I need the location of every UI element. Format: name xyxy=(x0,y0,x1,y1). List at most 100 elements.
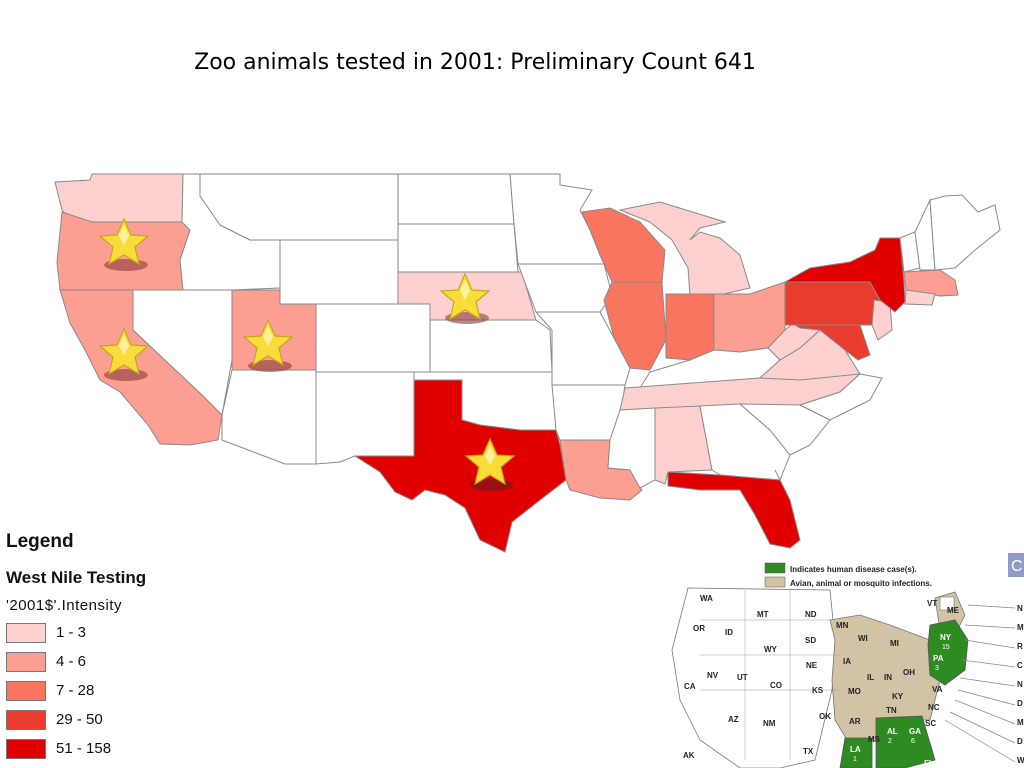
state-wy xyxy=(279,239,399,305)
legend-item: 51 - 158 xyxy=(6,734,226,763)
map-title: Zoo animals tested in 2001: Preliminary … xyxy=(194,50,756,75)
legend-item: 1 - 3 xyxy=(6,618,226,647)
inset-side-label: N xyxy=(1017,604,1023,613)
inset-side-label: D xyxy=(1017,737,1023,746)
legend-label: 29 - 50 xyxy=(56,711,103,728)
state-il xyxy=(603,281,667,371)
star-icon xyxy=(464,437,516,491)
star-icon xyxy=(98,327,150,381)
state-ia xyxy=(517,263,613,313)
state-ny xyxy=(783,237,906,313)
state-co xyxy=(315,303,431,373)
inset-side-label: D xyxy=(1017,699,1023,708)
state-me xyxy=(929,194,1001,271)
inset-state-label: WA xyxy=(700,594,713,603)
inset-state-label: CA xyxy=(684,682,696,691)
inset-state-label: TN xyxy=(886,706,897,715)
legend-swatch xyxy=(6,738,46,759)
state-nc xyxy=(798,373,883,421)
inset-state-label: MT xyxy=(757,610,769,619)
state-sd xyxy=(397,223,519,273)
inset-state-label: MN xyxy=(836,621,849,630)
inset-state-label: UT xyxy=(737,673,748,682)
inset-state-label: FL xyxy=(924,759,934,768)
legend-label: 7 - 28 xyxy=(56,682,95,699)
inset-side-label: M xyxy=(1017,718,1024,727)
inset-case-count: 2 xyxy=(888,738,892,745)
inset-state-label: VT xyxy=(927,599,937,608)
inset-state-label: KS xyxy=(812,686,824,695)
inset-state-label: OH xyxy=(903,668,915,677)
state-fl xyxy=(667,469,801,549)
inset-state-label: NC xyxy=(928,703,940,712)
legend-label: 1 - 3 xyxy=(56,624,87,641)
inset-state-label: NY xyxy=(940,633,952,642)
inset-green-ny xyxy=(927,619,969,686)
inset-state-label: MO xyxy=(848,687,861,696)
legend-heading: Legend xyxy=(6,531,74,552)
inset-state-label: IL xyxy=(867,673,874,682)
inset-state-label: ME xyxy=(947,606,960,615)
inset-state-label: NV xyxy=(707,671,719,680)
inset-side-label: W xyxy=(1017,756,1024,765)
inset-state-label: KY xyxy=(892,692,904,701)
inset-case-count: 15 xyxy=(942,644,950,651)
inset-state-label: AK xyxy=(683,751,695,760)
legend-field-name: '2001$'.Intensity xyxy=(6,597,122,614)
inset-state-label: IN xyxy=(884,673,892,682)
inset-side-label: N xyxy=(1017,680,1023,689)
inset-legend-avian: Avian, animal or mosquito infections. xyxy=(790,579,932,588)
legend-swatch xyxy=(6,622,46,643)
inset-side-label: C xyxy=(1017,661,1023,670)
state-mo xyxy=(534,311,631,386)
inset-state-label: SD xyxy=(805,636,816,645)
inset-state-label: IA xyxy=(843,657,851,666)
legend-swatch xyxy=(6,680,46,701)
star-icon xyxy=(439,272,491,324)
inset-state-label: NM xyxy=(763,719,776,728)
star-icon xyxy=(98,217,150,271)
state-md xyxy=(793,324,871,361)
legend-label: 4 - 6 xyxy=(56,653,87,670)
state-nm xyxy=(315,371,415,465)
state-ct xyxy=(904,289,936,306)
inset-side-label: R xyxy=(1017,642,1023,651)
state-nd xyxy=(397,173,515,225)
inset-state-label: MI xyxy=(890,639,899,648)
state-tx xyxy=(353,379,567,553)
inset-state-label: MS xyxy=(868,735,881,744)
inset-map: Indicates human disease case(s). Avian, … xyxy=(671,553,1024,768)
inset-case-count: 1 xyxy=(853,756,857,763)
legend-item: 4 - 6 xyxy=(6,647,226,676)
inset-state-label: VA xyxy=(932,685,943,694)
inset-corner-text: C xyxy=(1011,558,1023,575)
state-mt xyxy=(199,173,399,241)
inset-state-label: GA xyxy=(909,727,921,736)
star-icon xyxy=(242,318,294,372)
inset-state-label: WI xyxy=(858,634,868,643)
inset-legend-human: Indicates human disease case(s). xyxy=(790,565,917,574)
inset-state-label: AL xyxy=(887,727,898,736)
legend-panel: Legend West Nile Testing '2001$'.Intensi… xyxy=(6,528,226,763)
inset-side-label: M xyxy=(1017,623,1024,632)
inset-state-label: PA xyxy=(933,654,944,663)
legend-item: 7 - 28 xyxy=(6,676,226,705)
inset-case-count: 3 xyxy=(935,665,939,672)
inset-state-label: AZ xyxy=(728,715,739,724)
legend-layer-name: West Nile Testing xyxy=(6,568,147,587)
inset-state-label: TX xyxy=(803,747,814,756)
inset-state-label: OR xyxy=(693,624,705,633)
inset-state-label: ID xyxy=(725,628,733,637)
inset-state-label: ND xyxy=(805,610,817,619)
inset-state-label: AR xyxy=(849,717,861,726)
inset-green-al xyxy=(875,715,936,768)
inset-state-label: SC xyxy=(925,719,936,728)
legend-swatch xyxy=(6,709,46,730)
inset-green-la xyxy=(839,737,873,768)
legend-item: 29 - 50 xyxy=(6,705,226,734)
inset-state-label: CO xyxy=(770,681,782,690)
legend-label: 51 - 158 xyxy=(56,740,112,757)
inset-state-label: LA xyxy=(850,745,861,754)
state-pa xyxy=(784,281,881,326)
